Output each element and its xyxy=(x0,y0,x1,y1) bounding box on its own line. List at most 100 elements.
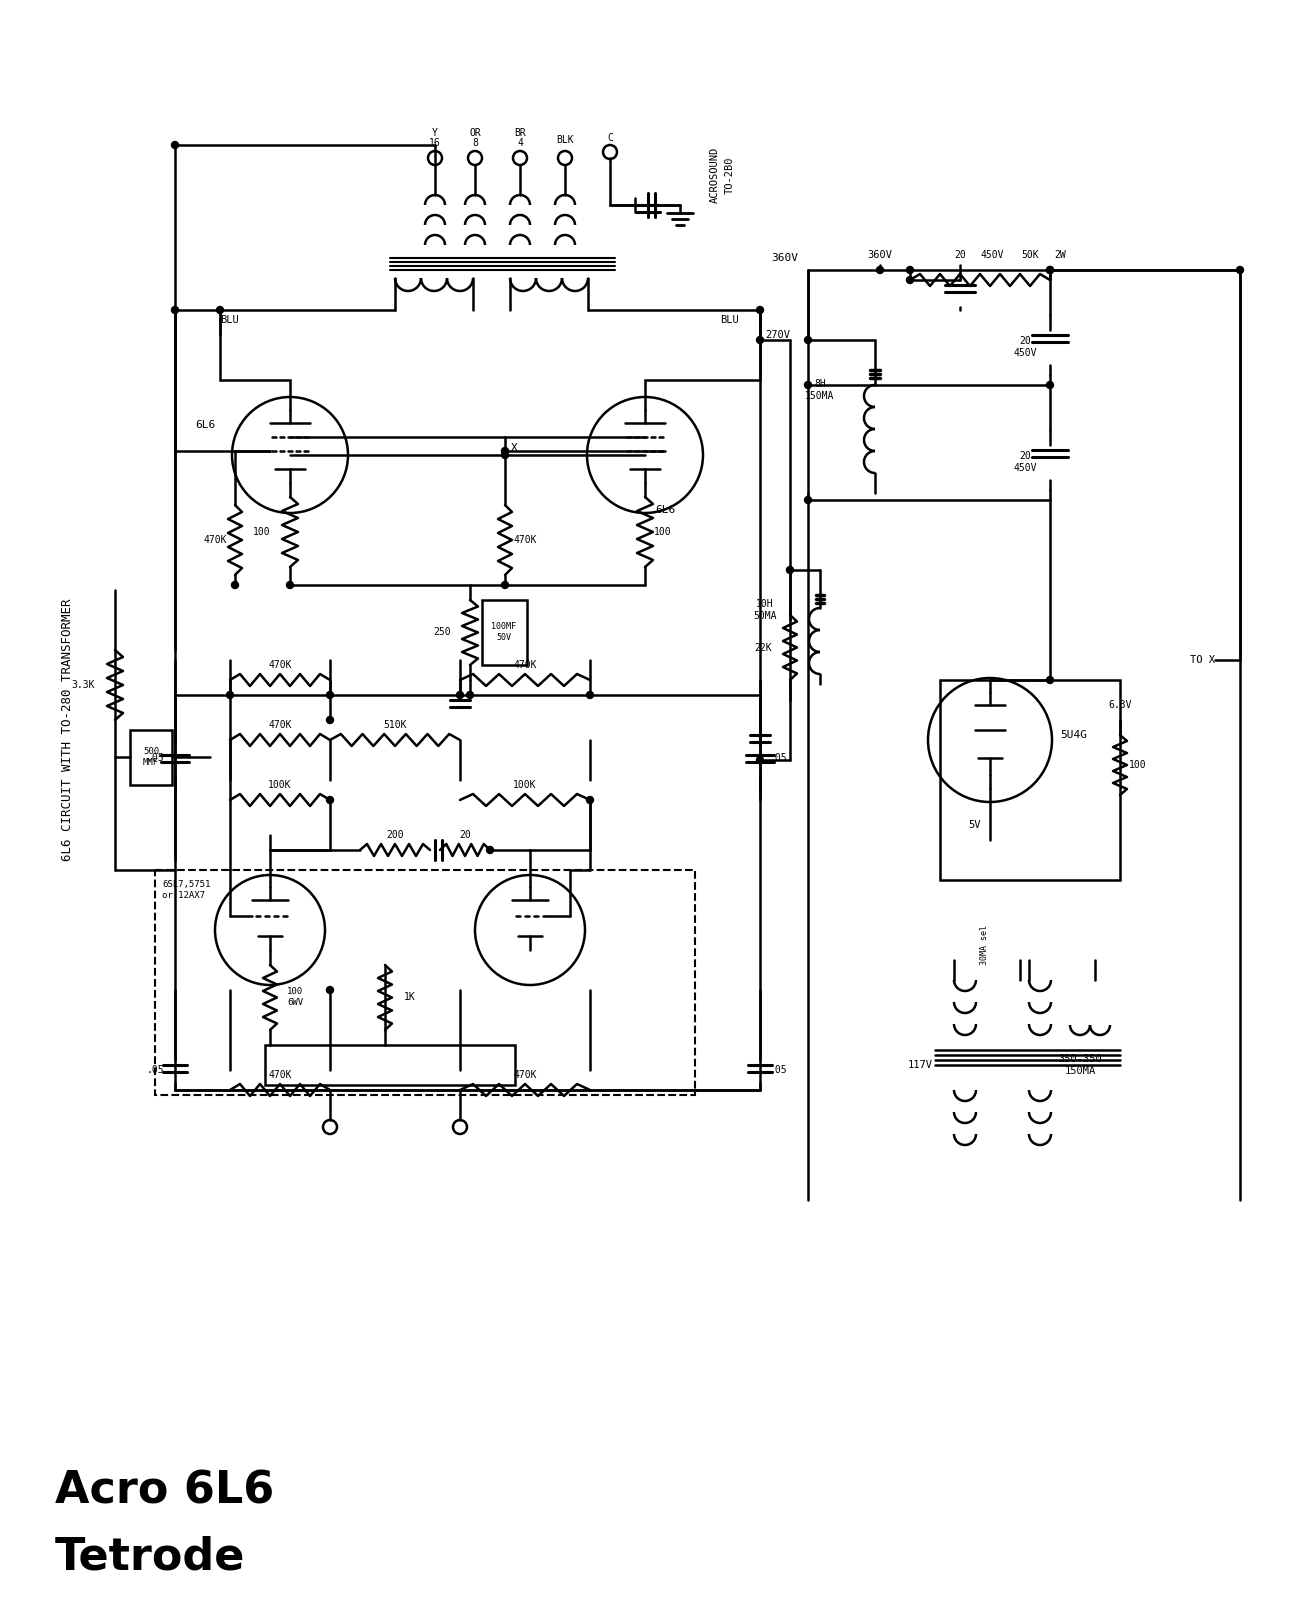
Circle shape xyxy=(1047,267,1053,274)
Text: 100: 100 xyxy=(655,526,672,538)
Text: 4: 4 xyxy=(518,138,523,149)
Text: 8: 8 xyxy=(472,138,477,149)
Circle shape xyxy=(172,307,179,314)
Circle shape xyxy=(286,581,294,589)
Text: BR: BR xyxy=(514,128,525,138)
Circle shape xyxy=(787,566,793,573)
Circle shape xyxy=(805,381,811,389)
Bar xyxy=(155,870,695,1094)
Text: 6L6: 6L6 xyxy=(655,506,675,515)
Circle shape xyxy=(757,336,763,344)
Text: 250: 250 xyxy=(433,627,450,637)
Circle shape xyxy=(1047,381,1053,389)
Circle shape xyxy=(1047,677,1053,683)
Bar xyxy=(129,730,172,786)
Circle shape xyxy=(757,307,763,314)
Text: 360V: 360V xyxy=(867,250,893,259)
Text: 470K: 470K xyxy=(514,659,537,670)
Text: BLK: BLK xyxy=(556,134,573,146)
Text: 16: 16 xyxy=(430,138,441,149)
Circle shape xyxy=(1237,267,1244,274)
Circle shape xyxy=(172,141,179,149)
Text: BLU: BLU xyxy=(719,315,739,325)
Text: 470K: 470K xyxy=(268,720,291,730)
Text: 470K: 470K xyxy=(268,659,291,670)
Circle shape xyxy=(876,267,884,274)
Circle shape xyxy=(1047,267,1053,274)
Text: 100K: 100K xyxy=(514,781,537,790)
Text: 5U4G: 5U4G xyxy=(1060,730,1087,739)
Text: 360V: 360V xyxy=(771,253,798,262)
Circle shape xyxy=(216,307,224,314)
Text: 3.3K: 3.3K xyxy=(71,680,94,690)
Bar xyxy=(481,600,527,666)
Text: Y: Y xyxy=(432,128,437,138)
Circle shape xyxy=(467,691,474,699)
Text: 100: 100 xyxy=(254,526,270,538)
Text: 50K: 50K xyxy=(1021,250,1039,259)
Text: Tetrode: Tetrode xyxy=(56,1534,246,1578)
Text: 510K: 510K xyxy=(383,720,406,730)
Text: 2W: 2W xyxy=(1055,250,1066,259)
Bar xyxy=(939,680,1121,880)
Text: TO-2B0: TO-2B0 xyxy=(725,157,735,194)
Text: 450V: 450V xyxy=(981,250,1004,259)
Text: 470K: 470K xyxy=(203,534,226,546)
Circle shape xyxy=(326,987,334,994)
Text: BLU: BLU xyxy=(220,315,239,325)
Text: ACROSOUND: ACROSOUND xyxy=(710,147,719,203)
Text: 470K: 470K xyxy=(514,534,537,546)
Text: 100K: 100K xyxy=(268,781,291,790)
Text: 6SL7,5751
or 12AX7: 6SL7,5751 or 12AX7 xyxy=(162,880,211,899)
Text: .05: .05 xyxy=(769,754,787,763)
Text: 22K: 22K xyxy=(754,643,773,653)
Text: .05: .05 xyxy=(769,1066,787,1075)
Circle shape xyxy=(805,496,811,504)
Text: 100: 100 xyxy=(1130,760,1146,770)
Circle shape xyxy=(586,691,594,699)
Text: 20: 20 xyxy=(459,830,471,840)
Text: 100
6WV: 100 6WV xyxy=(287,987,303,1006)
Circle shape xyxy=(326,691,334,699)
Text: .05: .05 xyxy=(146,1066,164,1075)
Text: 470K: 470K xyxy=(268,1070,291,1080)
Text: 200: 200 xyxy=(386,830,404,840)
Circle shape xyxy=(907,267,914,274)
Circle shape xyxy=(487,846,493,853)
Text: 350-350
150MA: 350-350 150MA xyxy=(1058,1054,1102,1075)
Text: 270V: 270V xyxy=(765,330,791,341)
Circle shape xyxy=(907,277,914,283)
Text: 20
450V: 20 450V xyxy=(1013,336,1036,358)
Text: 6.3V: 6.3V xyxy=(1108,701,1132,710)
Text: 20: 20 xyxy=(954,250,965,259)
Text: 5V: 5V xyxy=(969,819,981,830)
Text: 1K: 1K xyxy=(404,992,415,1002)
Bar xyxy=(265,1045,515,1085)
Circle shape xyxy=(326,797,334,803)
Text: 500
MMF: 500 MMF xyxy=(142,747,159,766)
Circle shape xyxy=(502,451,509,459)
Text: OR: OR xyxy=(470,128,481,138)
Circle shape xyxy=(502,581,509,589)
Text: 6L6: 6L6 xyxy=(195,419,215,430)
Circle shape xyxy=(805,336,811,344)
Text: 20
450V: 20 450V xyxy=(1013,451,1036,474)
Text: X: X xyxy=(511,443,518,453)
Text: 470K: 470K xyxy=(514,1070,537,1080)
Text: 8H
150MA: 8H 150MA xyxy=(805,379,835,400)
Text: 30MA sel: 30MA sel xyxy=(980,925,989,965)
Text: .05: .05 xyxy=(146,754,164,763)
Text: 6L6 CIRCUIT WITH TO-280 TRANSFORMER: 6L6 CIRCUIT WITH TO-280 TRANSFORMER xyxy=(62,598,75,861)
Text: 100MF
50V: 100MF 50V xyxy=(492,622,516,642)
Text: 10H
50MA: 10H 50MA xyxy=(753,600,776,621)
Circle shape xyxy=(502,448,509,454)
Circle shape xyxy=(457,691,463,699)
Circle shape xyxy=(232,581,238,589)
Circle shape xyxy=(226,691,233,699)
Text: 117V: 117V xyxy=(907,1059,933,1070)
Circle shape xyxy=(757,757,763,763)
Text: Acro 6L6: Acro 6L6 xyxy=(56,1470,274,1514)
Circle shape xyxy=(586,797,594,803)
Text: C: C xyxy=(607,133,613,142)
Text: TO X: TO X xyxy=(1190,654,1215,666)
